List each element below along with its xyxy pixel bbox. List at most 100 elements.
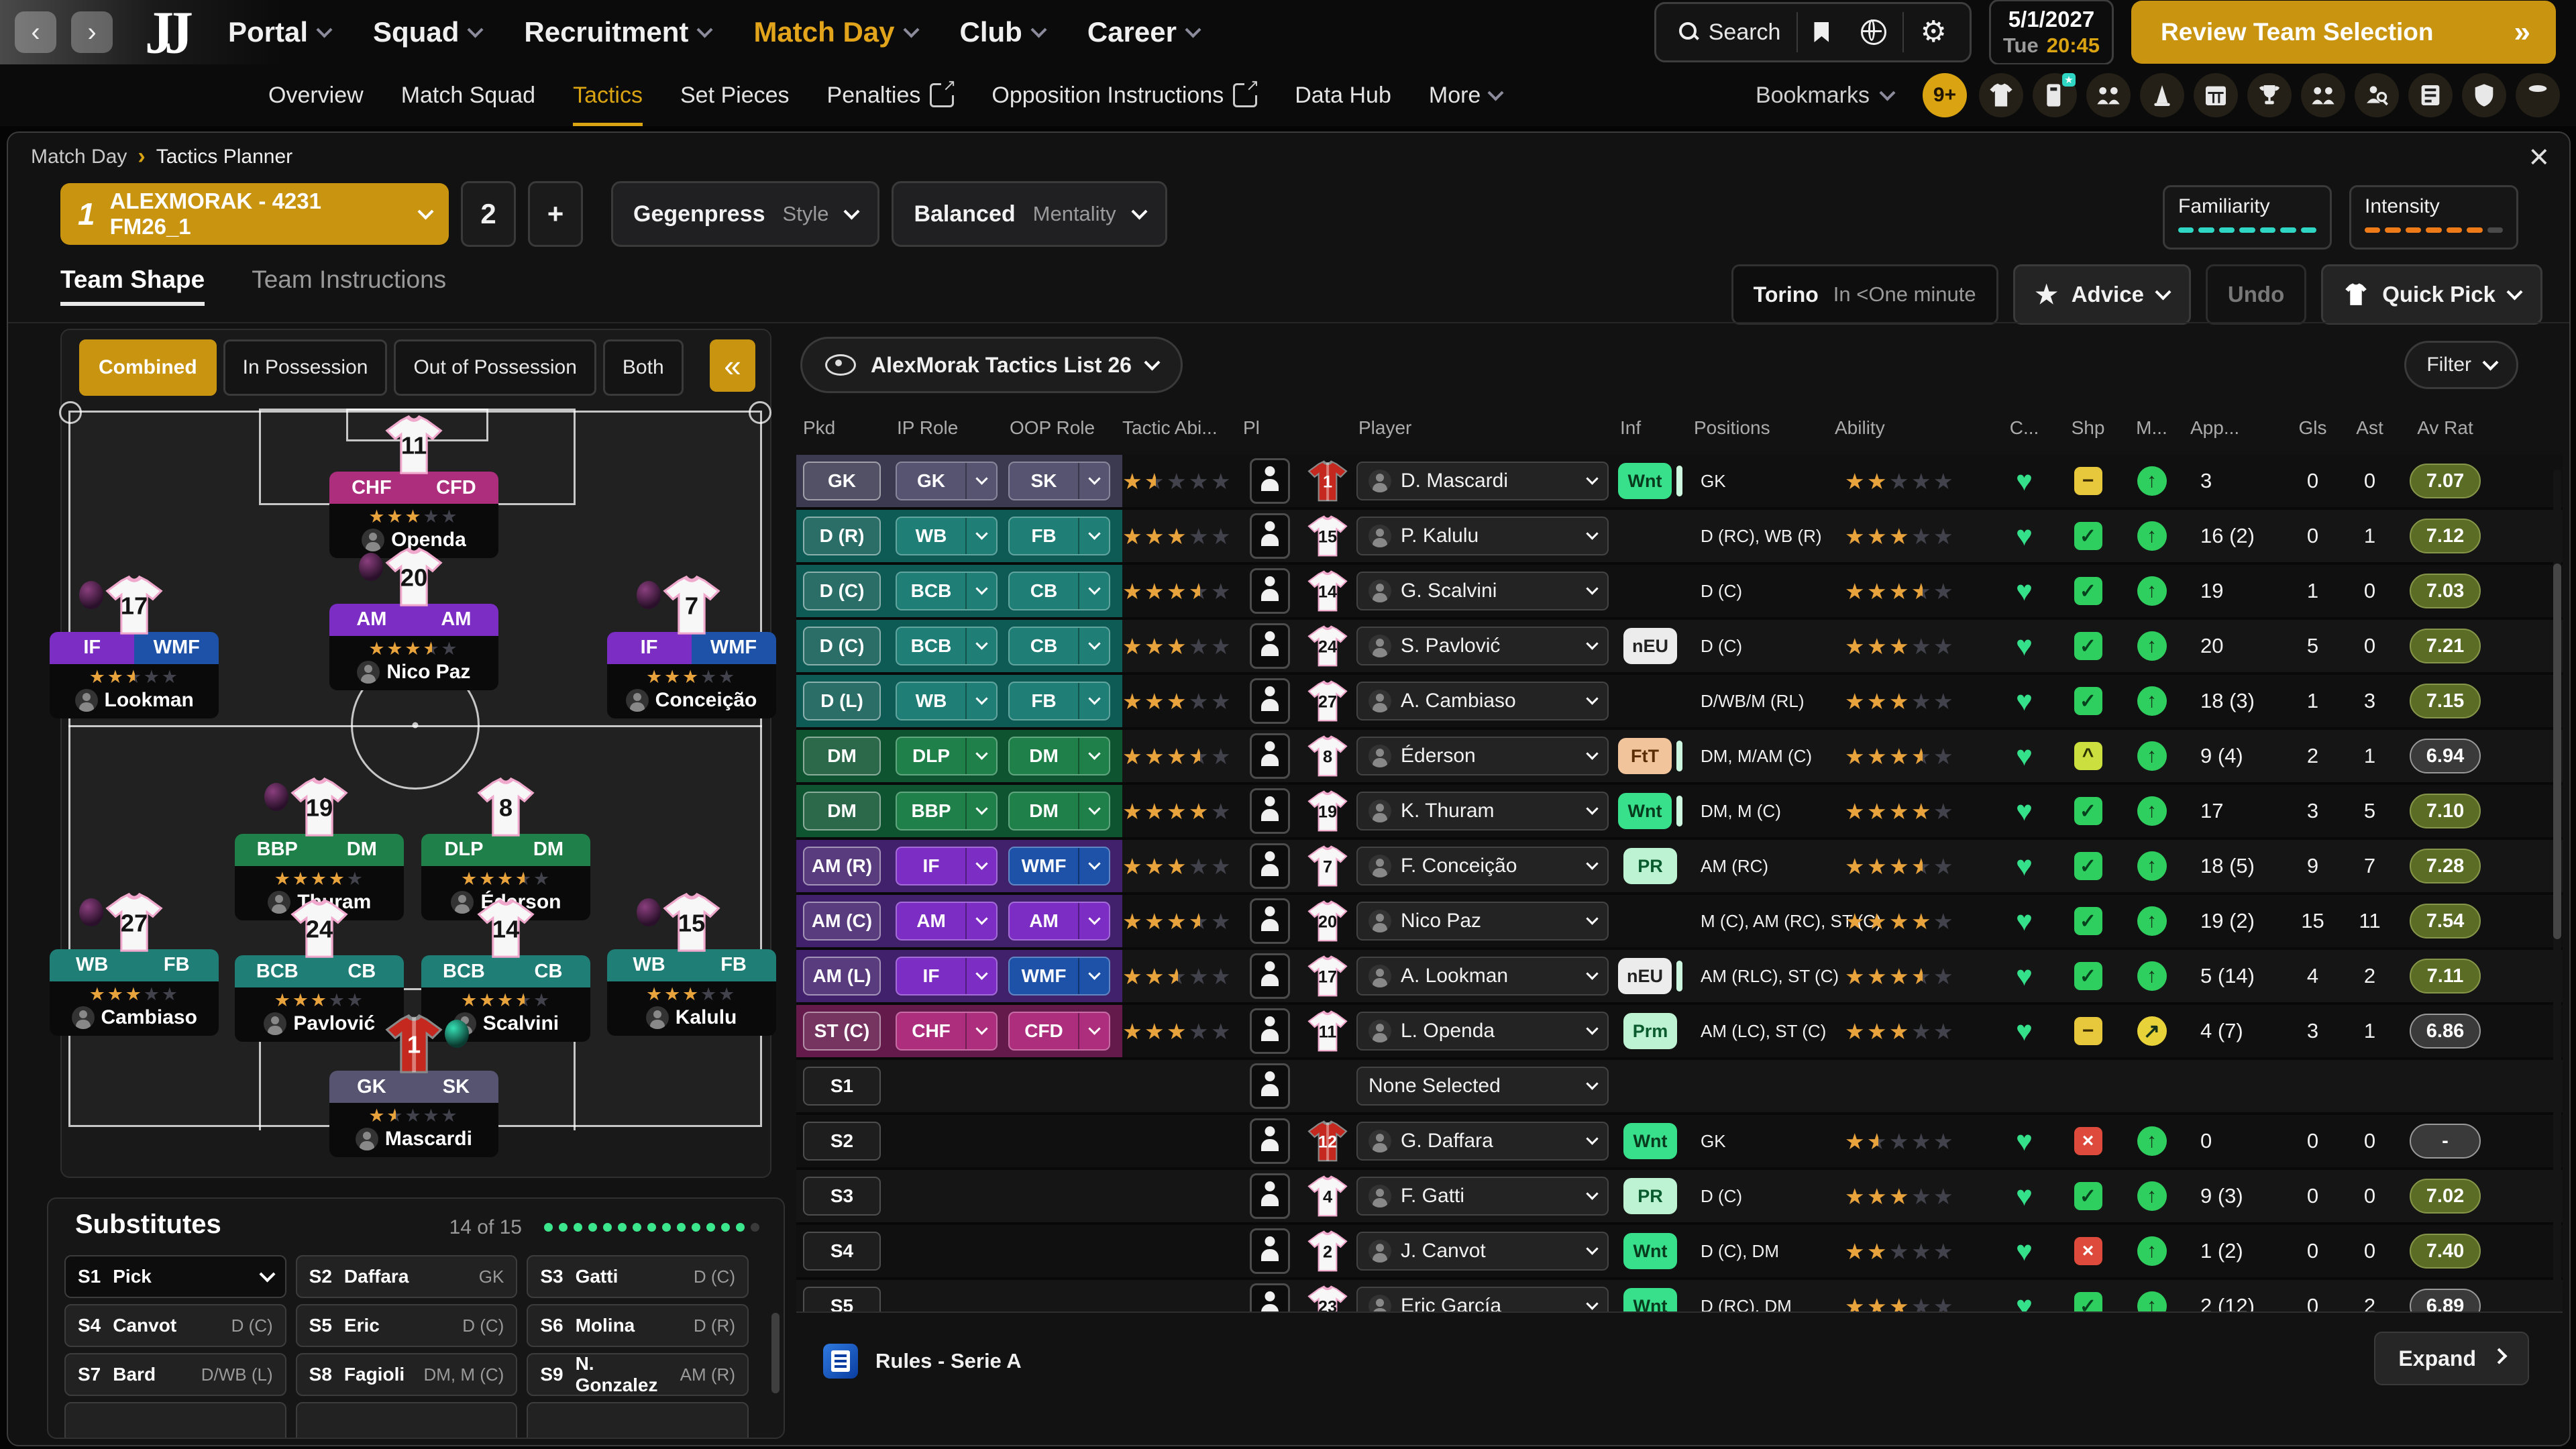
info-badge[interactable]: PR xyxy=(1623,848,1677,884)
add-tactic-button[interactable]: + xyxy=(528,181,583,247)
player-profile-button[interactable] xyxy=(1250,953,1290,999)
expand-button[interactable]: Expand xyxy=(2374,1332,2529,1385)
info-badge[interactable]: Wnt xyxy=(1623,1288,1677,1311)
player-profile-button[interactable] xyxy=(1250,1173,1290,1219)
squad-table-row[interactable]: S1 None Selected xyxy=(796,1060,2563,1115)
game-date[interactable]: 5/1/2027 Tue 20:45 xyxy=(1988,0,2114,65)
nav-recruitment[interactable]: Recruitment xyxy=(524,16,713,48)
pitch-player-chip[interactable]: 7IFWMFConceição xyxy=(606,574,776,718)
squad-table-row[interactable]: D (C) BCB CB 14 G. Scalvini D (C) ♥ ✓ ↑ 19 1 0 7.03 xyxy=(796,565,2563,620)
oop-role-dropdown[interactable]: CFD xyxy=(1008,1012,1110,1051)
toolbar-icon-shield[interactable] xyxy=(2462,73,2506,117)
review-team-selection-button[interactable]: Review Team Selection » xyxy=(2131,1,2556,64)
toolbar-icon-person-search[interactable] xyxy=(2355,73,2399,117)
player-dropdown[interactable]: D. Mascardi xyxy=(1356,462,1609,500)
info-badge[interactable]: Wnt xyxy=(1623,1123,1677,1159)
info-badge[interactable]: PR xyxy=(1623,1178,1677,1214)
ip-role-dropdown[interactable]: DLP xyxy=(896,737,998,775)
mentality-dropdown[interactable]: Balanced Mentality xyxy=(892,181,1167,247)
squad-table-row[interactable]: D (R) WB FB 15 P. Kalulu D (RC), WB (R) ♥ ✓ ↑ 16 … xyxy=(796,510,2563,565)
column-header[interactable]: Shp xyxy=(2071,417,2105,438)
tab-team-shape[interactable]: Team Shape xyxy=(60,266,205,306)
toolbar-icon-trophy[interactable] xyxy=(2247,73,2292,117)
collapse-panel-button[interactable]: « xyxy=(710,339,755,392)
subnav-overview[interactable]: Overview xyxy=(268,82,364,108)
style-dropdown[interactable]: Gegenpress Style xyxy=(611,181,880,247)
info-badge[interactable]: Wnt xyxy=(1618,463,1672,499)
undo-button[interactable]: Undo xyxy=(2205,264,2307,325)
squad-table-row[interactable]: S2 12 G. Daffara Wnt GK ♥ × ↑ 0 0 0 - xyxy=(796,1115,2563,1170)
info-badge[interactable]: FtT xyxy=(1618,738,1672,774)
oop-role-dropdown[interactable]: DM xyxy=(1008,737,1110,775)
toolbar-icon-card-star[interactable]: ★ xyxy=(2033,73,2077,117)
toolbar-icon-team[interactable] xyxy=(2086,73,2131,117)
player-dropdown[interactable]: Eric García xyxy=(1356,1287,1609,1311)
toolbar-icon-calendar[interactable] xyxy=(2194,73,2238,117)
tactic-selector-dropdown[interactable]: 1 ALEXMORAK - 4231 FM26_1 xyxy=(60,183,449,245)
substitute-slot-s2[interactable]: S2 Daffara GK xyxy=(295,1255,518,1298)
subnav-penalties[interactable]: Penalties xyxy=(827,64,957,126)
pitch-player-chip[interactable]: 27WBFBCambiaso xyxy=(50,892,219,1036)
ip-role-dropdown[interactable]: BCB xyxy=(896,572,998,610)
subnav-more[interactable]: More xyxy=(1429,64,1504,126)
ip-role-dropdown[interactable]: AM xyxy=(896,902,998,941)
player-profile-button[interactable] xyxy=(1250,568,1290,614)
info-badge[interactable]: nEU xyxy=(1623,628,1677,664)
nav-squad[interactable]: Squad xyxy=(373,16,484,48)
column-header[interactable]: Ast xyxy=(2356,417,2383,438)
filter-dropdown[interactable]: Filter xyxy=(2404,341,2518,389)
player-profile-button[interactable] xyxy=(1250,678,1290,724)
column-header[interactable]: Av Rat xyxy=(2417,417,2473,438)
pitch-filter-in-possession[interactable]: In Possession xyxy=(223,339,388,396)
column-header[interactable]: OOP Role xyxy=(1010,417,1095,438)
pitch-player-chip[interactable]: 1GKSKMascardi xyxy=(329,1013,498,1158)
substitute-slot-s4[interactable]: S4 Canvot D (C) xyxy=(64,1304,286,1347)
toolbar-icon-cone[interactable] xyxy=(2140,73,2184,117)
player-dropdown[interactable]: None Selected xyxy=(1356,1067,1609,1106)
nav-portal[interactable]: Portal xyxy=(228,16,333,48)
player-profile-button[interactable] xyxy=(1250,1228,1290,1274)
squad-table-row[interactable]: ST (C) CHF CFD 11 L. Openda Prm AM (LC), ST (C… xyxy=(796,1005,2563,1060)
ip-role-dropdown[interactable]: GK xyxy=(896,462,998,500)
player-dropdown[interactable]: Éderson xyxy=(1356,737,1609,775)
world-button[interactable] xyxy=(1845,13,1902,51)
nav-career[interactable]: Career xyxy=(1087,16,1201,48)
oop-role-dropdown[interactable]: SK xyxy=(1008,462,1110,500)
subnav-tactics[interactable]: Tactics xyxy=(573,64,643,126)
ip-role-dropdown[interactable]: WB xyxy=(896,517,998,555)
substitute-slot[interactable] xyxy=(64,1402,286,1438)
subnav-opposition-instructions[interactable]: Opposition Instructions xyxy=(991,64,1260,126)
info-badge[interactable]: nEU xyxy=(1618,958,1672,994)
tab-team-instructions[interactable]: Team Instructions xyxy=(252,266,447,293)
breadcrumb-section[interactable]: Match Day xyxy=(31,145,127,168)
subnav-match-squad[interactable]: Match Squad xyxy=(400,82,536,108)
pitch-player-chip[interactable]: 20AMAMNico Paz xyxy=(329,546,498,690)
column-header[interactable]: Inf xyxy=(1620,417,1642,438)
player-profile-button[interactable] xyxy=(1250,843,1290,889)
pitch-player-chip[interactable]: 15WBFBKalulu xyxy=(606,892,776,1036)
info-badge[interactable]: Wnt xyxy=(1618,793,1672,829)
pitch-player-chip[interactable]: 17IFWMFLookman xyxy=(50,574,219,718)
oop-role-dropdown[interactable]: FB xyxy=(1008,517,1110,555)
tactics-list-dropdown[interactable]: AlexMorak Tactics List 26 xyxy=(800,337,1183,393)
close-icon[interactable]: × xyxy=(2528,138,2549,176)
player-profile-button[interactable] xyxy=(1250,1063,1290,1109)
oop-role-dropdown[interactable]: DM xyxy=(1008,792,1110,830)
nav-match-day[interactable]: Match Day xyxy=(753,16,920,48)
oop-role-dropdown[interactable]: FB xyxy=(1008,682,1110,720)
player-profile-button[interactable] xyxy=(1250,458,1290,504)
oop-role-dropdown[interactable]: CB xyxy=(1008,627,1110,665)
column-header[interactable]: Pkd xyxy=(803,417,836,438)
column-header[interactable]: Player xyxy=(1358,417,1412,438)
squad-table-row[interactable]: D (L) WB FB 27 A. Cambiaso D/WB/M (RL) ♥ ✓ ↑ 18 (… xyxy=(796,675,2563,730)
subnav-data-hub[interactable]: Data Hub xyxy=(1295,82,1391,108)
toolbar-icon-team2[interactable] xyxy=(2301,73,2345,117)
pitch-player-chip[interactable]: 19BBPDMThuram xyxy=(235,776,405,920)
squad-table-row[interactable]: S5 23 Eric García Wnt D (RC), DM ♥ ✓ ↑ 2 (12) 0 2 6… xyxy=(796,1280,2563,1311)
toolbar-icon-shirt[interactable] xyxy=(1979,73,2023,117)
